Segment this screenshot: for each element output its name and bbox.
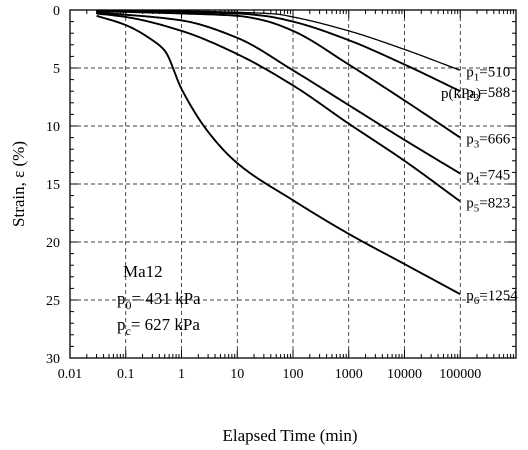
sample-label: Ma12 (123, 262, 163, 281)
x-tick-labels: 0.01 0.1 1 10 100 1000 10000 100000 (58, 367, 482, 382)
x-tick-label: 10 (230, 367, 244, 382)
pc-annotation: pc= 627 kPa (117, 315, 200, 338)
pc-value: = 627 kPa (131, 315, 201, 334)
curve-label-p3: p3=666 (466, 132, 510, 151)
x-tick-label: 1 (178, 367, 185, 382)
series-lines (96, 10, 461, 296)
p0-symbol: p (117, 289, 126, 308)
y-tick-label: 20 (46, 236, 60, 251)
x-axis-title: Elapsed Time (min) (222, 426, 357, 445)
series-line-p3 (96, 10, 461, 139)
curve-label-p2: p2=588 (466, 85, 510, 104)
y-tick-label: 15 (46, 178, 60, 193)
x-tick-label: 100 (283, 367, 304, 382)
series-line-p6 (96, 14, 461, 296)
p0-subscript: 0 (126, 298, 132, 312)
legend-title: p(kPa) (441, 86, 481, 102)
curve-labels: p1=510 p2=588 p3=666 p4=745 p5=823 p6=1254 (466, 64, 518, 307)
curve-label-p5: p5=823 (466, 195, 510, 214)
curve-label-p4: p4=745 (466, 168, 510, 187)
y-tick-labels: 0 5 10 15 20 25 30 (46, 4, 60, 367)
pc-subscript: c (126, 324, 131, 338)
y-tick-label: 0 (53, 4, 60, 19)
x-tick-label: 10000 (387, 367, 422, 382)
p0-value: = 431 kPa (132, 289, 202, 308)
pc-symbol: p (117, 315, 126, 334)
curve-label-p1: p1=510 (466, 64, 510, 83)
x-tick-label: 0.1 (117, 367, 135, 382)
y-tick-label: 10 (46, 120, 60, 135)
y-tick-label: 5 (53, 62, 60, 77)
y-tick-label: 25 (46, 294, 60, 309)
x-tick-label: 100000 (439, 367, 481, 382)
series-line-p4 (96, 11, 461, 175)
series-line-p5 (96, 12, 461, 203)
y-axis-title: Strain, ε (%) (9, 141, 28, 227)
p0-annotation: p0= 431 kPa (117, 289, 201, 312)
x-tick-label: 0.01 (58, 367, 83, 382)
curve-label-p6: p6=1254 (466, 288, 518, 307)
x-tick-label: 1000 (335, 367, 363, 382)
y-tick-label: 30 (46, 352, 60, 367)
